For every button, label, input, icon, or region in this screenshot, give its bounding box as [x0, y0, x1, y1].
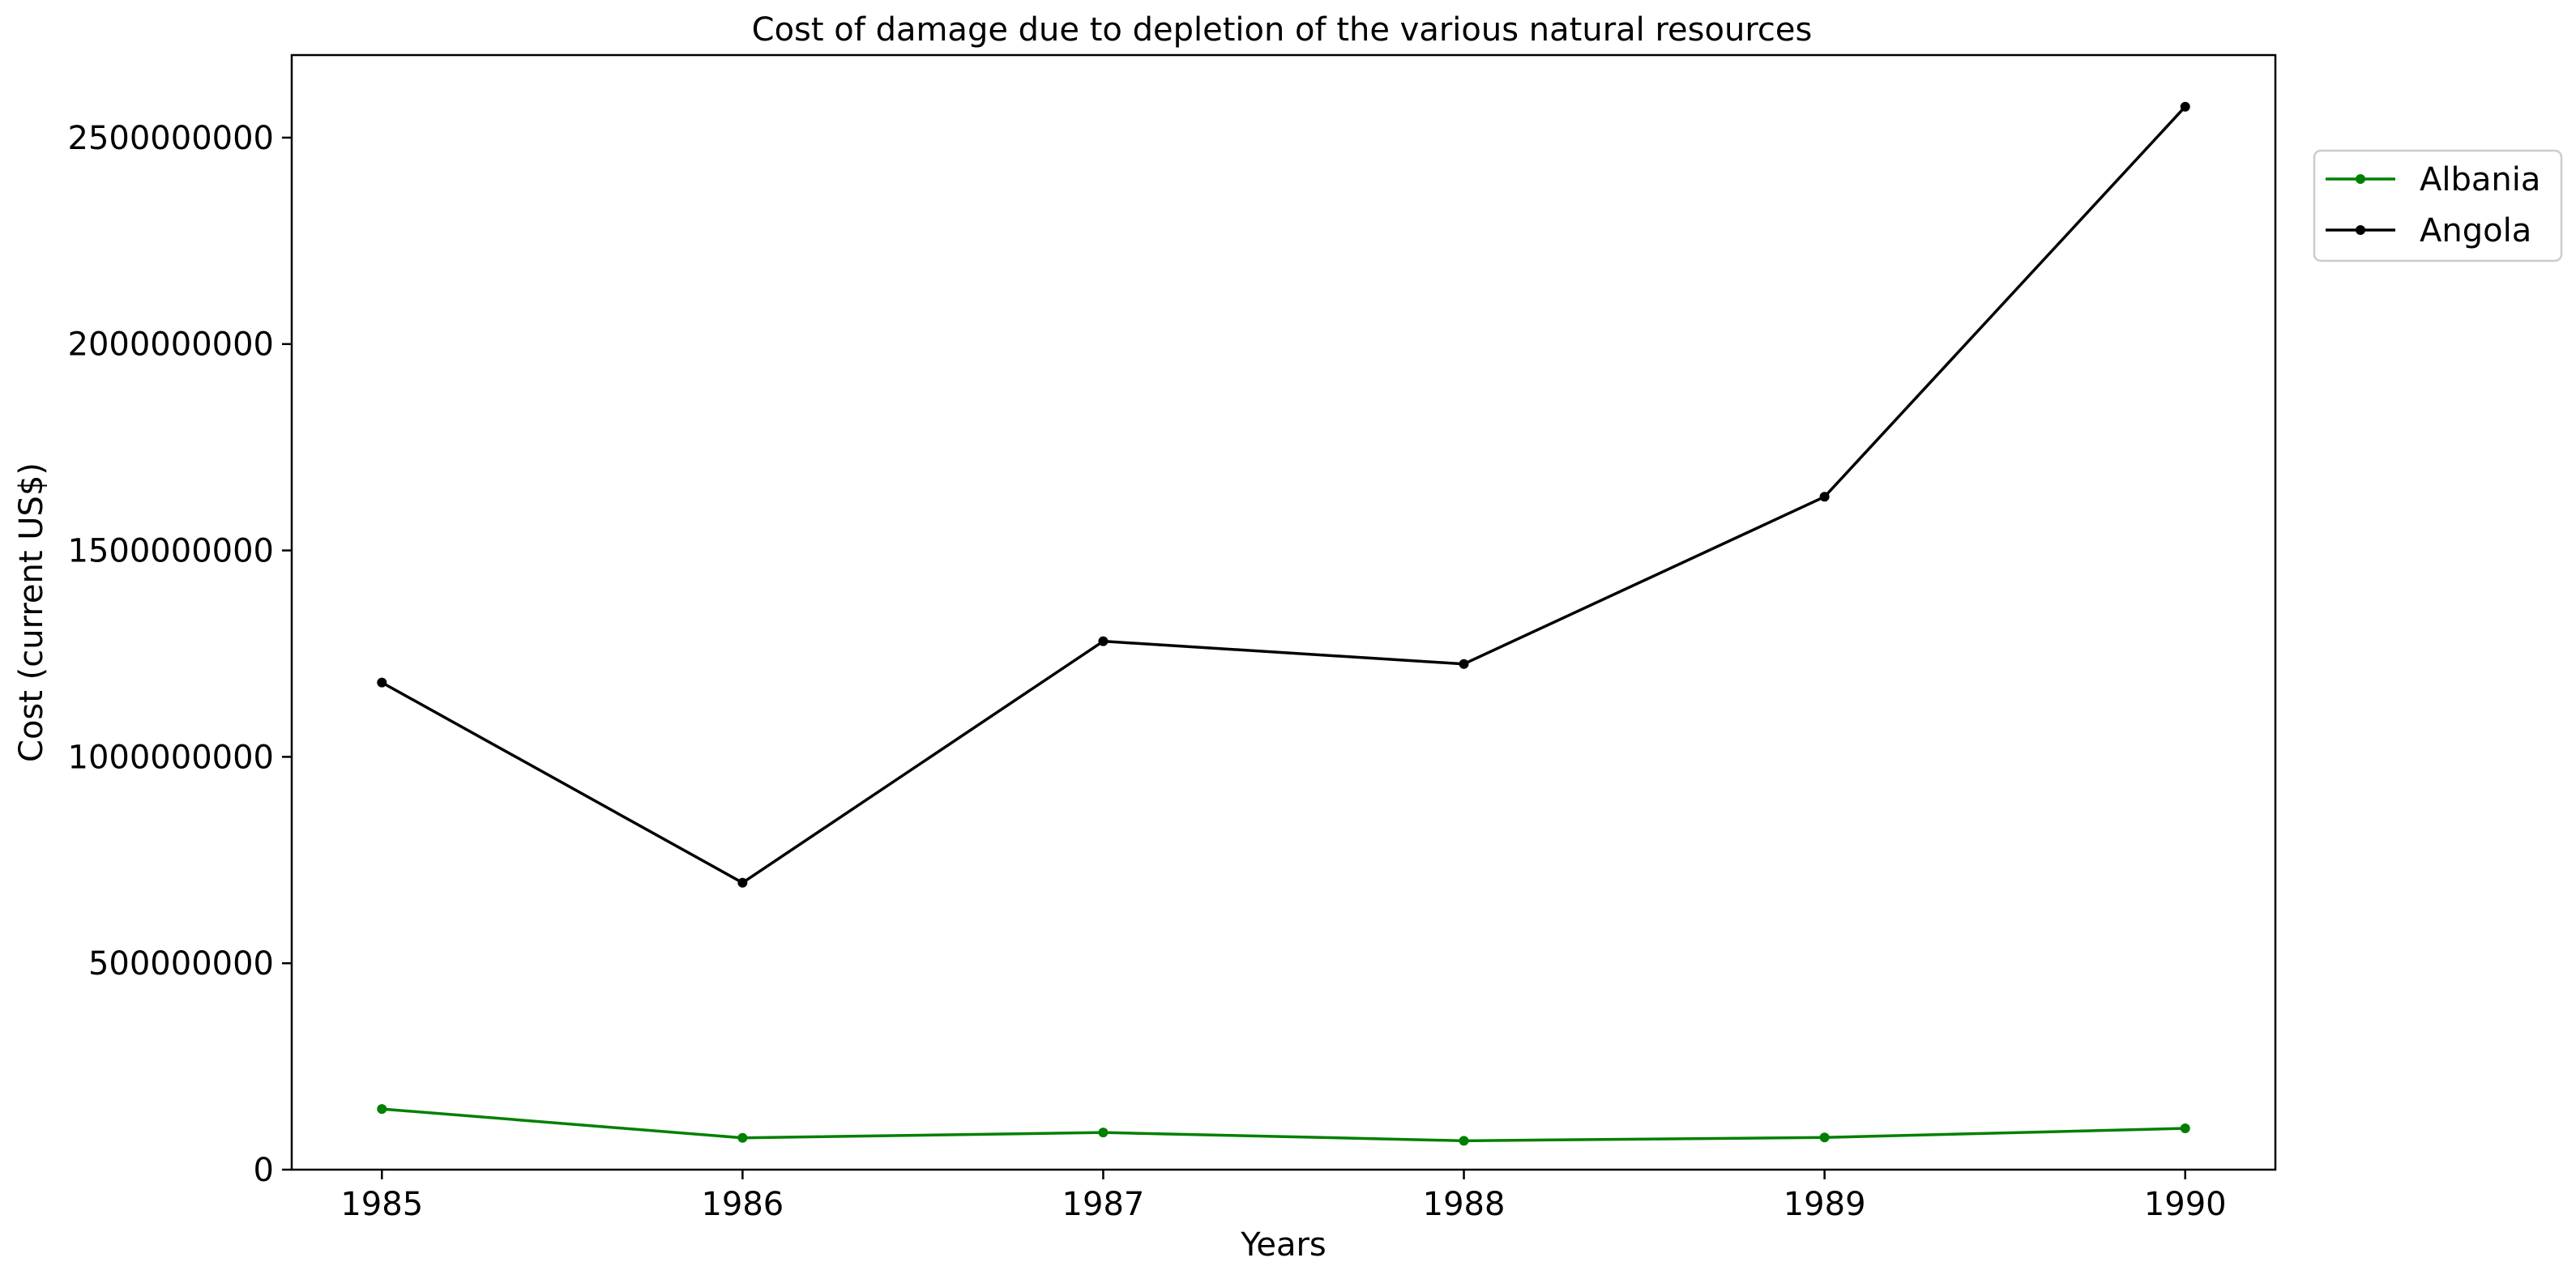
data-point-angola	[1819, 492, 1830, 502]
data-point-angola	[2180, 101, 2190, 112]
y-axis-ticks: 0 500000000 1000000000 1500000000 2000000000…	[68, 120, 292, 1189]
chart-title: Cost of damage due to depletion of the v…	[752, 11, 1813, 49]
data-point-albania	[1819, 1132, 1830, 1143]
x-tick-label: 1989	[1784, 1186, 1866, 1223]
data-point-albania	[1459, 1136, 1469, 1146]
y-axis-label: Cost (current US$)	[13, 463, 50, 762]
series-layer	[377, 101, 2190, 1146]
series-line-albania	[382, 1107, 2185, 1143]
x-tick-label: 1988	[1423, 1186, 1506, 1223]
x-axis-label: Years	[1240, 1226, 1326, 1264]
plot-frame	[290, 53, 2277, 1171]
data-point-albania	[377, 1104, 387, 1115]
x-tick-label: 1987	[1062, 1186, 1145, 1223]
y-tick-label: 2500000000	[68, 120, 275, 157]
data-point-albania	[2180, 1123, 2190, 1134]
data-point-angola	[377, 677, 387, 688]
legend-marker-angola	[2356, 225, 2365, 235]
data-point-angola	[1098, 636, 1109, 646]
x-tick-label: 1986	[701, 1186, 784, 1223]
data-point-albania	[1098, 1128, 1109, 1138]
x-axis-ticks: 1985 1986 1987 1988 1989 1990	[340, 1170, 2227, 1223]
y-tick-label: 0	[254, 1152, 274, 1189]
legend-marker-albania	[2356, 174, 2365, 184]
series-line-angola	[381, 105, 2187, 885]
data-point-angola	[737, 877, 748, 888]
legend: Albania Angola	[2313, 149, 2563, 262]
x-tick-label: 1985	[340, 1186, 423, 1223]
y-tick-label: 500000000	[88, 945, 274, 983]
y-tick-label: 1500000000	[68, 533, 275, 570]
x-tick-label: 1990	[2144, 1186, 2227, 1223]
data-point-albania	[737, 1132, 748, 1143]
y-tick-label: 2000000000	[68, 326, 275, 364]
legend-label-albania: Albania	[2420, 161, 2540, 198]
data-point-angola	[1459, 659, 1469, 669]
legend-label-angola: Angola	[2420, 212, 2531, 249]
plot-area	[290, 53, 2277, 1171]
y-tick-label: 1000000000	[68, 739, 275, 776]
